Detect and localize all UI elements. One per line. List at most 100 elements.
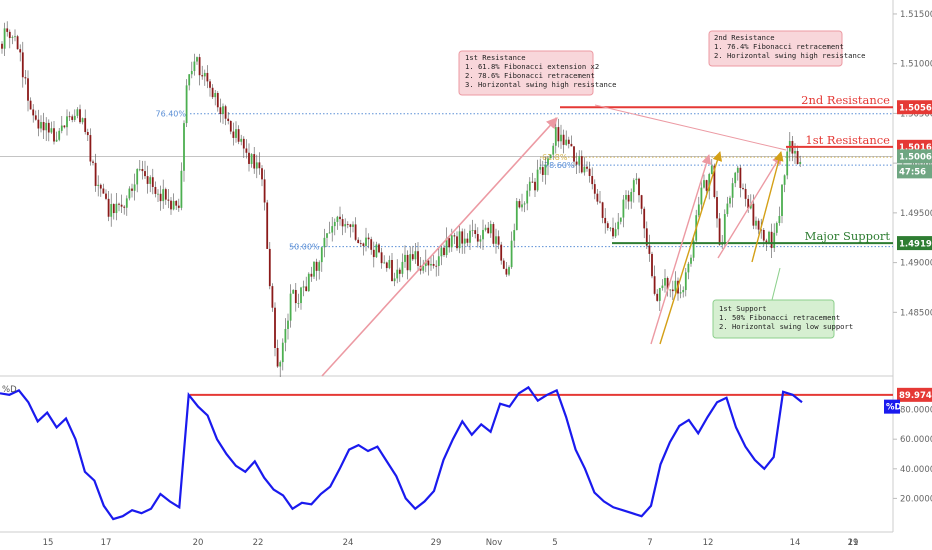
candle-body <box>619 217 622 222</box>
candle-body <box>417 251 419 266</box>
candle-body <box>34 115 37 120</box>
candle-body <box>726 203 729 215</box>
candle-body <box>770 231 773 249</box>
candle-body <box>146 176 149 184</box>
candle-body <box>799 162 802 164</box>
candle-body <box>131 188 133 191</box>
candle-body <box>53 128 55 142</box>
candle-body <box>500 244 503 261</box>
candle-body <box>606 223 609 228</box>
candle-body <box>294 289 297 304</box>
candle-body <box>58 130 61 140</box>
candle-body <box>203 72 206 77</box>
fib-label: 50.00% <box>289 243 320 252</box>
candle-body <box>718 218 721 245</box>
note-resistance2[interactable]: 2nd Resistance 1. 76.4% Fibonacci retrace… <box>708 30 865 67</box>
candle-body <box>570 143 573 147</box>
candle-body <box>690 257 692 264</box>
candle-body <box>476 233 479 242</box>
price-axis[interactable]: 1.51500 1.51000 1.50500 1.50000 1.49500 1.490… <box>893 10 932 318</box>
candle-body <box>474 230 477 234</box>
candle-body <box>705 180 708 191</box>
candle-body <box>422 266 425 271</box>
oscillator-pane: %D <box>0 385 893 521</box>
candle-body <box>497 236 500 245</box>
candle-body <box>237 129 240 142</box>
note-line: 2. 78.6% Fibonacci retracement <box>465 71 595 80</box>
candle-body <box>76 109 79 116</box>
candle-body <box>484 227 487 230</box>
price-tick-label: 1.51500 <box>900 10 932 20</box>
candle-body <box>196 57 198 62</box>
candle-body <box>8 31 11 38</box>
candle-body <box>435 265 438 267</box>
candle-body <box>469 230 471 243</box>
candle-body <box>487 227 490 234</box>
candle-body <box>235 129 237 138</box>
candle-body <box>755 220 757 226</box>
osc-tick-label: 40.0000 <box>900 465 932 475</box>
candle-body <box>305 286 308 292</box>
candle-body <box>658 288 661 301</box>
candle-body <box>339 216 341 220</box>
extension-arrow-1 <box>650 154 712 345</box>
candle-body <box>614 229 617 237</box>
note-resistance1[interactable]: 1st Resistance 1. 61.8% Fibonacci extensi… <box>458 50 616 96</box>
candle-body <box>365 237 367 246</box>
candle-body <box>526 190 529 204</box>
candle-body <box>651 253 653 277</box>
candle-body <box>16 36 19 50</box>
candle-body <box>157 193 159 195</box>
candle-body <box>583 166 586 173</box>
level-lines[interactable]: 2nd Resistance 1st Resistance Major Suppor… <box>560 93 893 245</box>
candle-body <box>224 106 227 119</box>
candle-body <box>531 181 534 183</box>
candle-body <box>534 181 536 191</box>
note-support1[interactable]: 1st Support 1. 50% Fibonacci retracement 2… <box>712 299 853 339</box>
candle-body <box>274 307 276 348</box>
candle-body <box>752 203 755 226</box>
candle-body <box>391 259 393 282</box>
candle-body <box>222 106 224 115</box>
candle-body <box>489 224 492 234</box>
candle-body <box>112 204 115 214</box>
price-tags: 1.50562 1.50164 1.49196 1.50068 47:56 89.9742… <box>884 100 932 414</box>
candle-body <box>346 224 349 225</box>
level-tag: 1.50164 <box>899 143 932 153</box>
candle-body <box>110 204 113 217</box>
fib-label: 76.40% <box>155 110 186 119</box>
countdown-tag-bg <box>897 164 932 179</box>
candle-body <box>762 229 765 241</box>
oscillator-axis[interactable]: 80.0000 60.0000 40.0000 20.0000 <box>893 406 932 505</box>
candle-body <box>6 28 9 32</box>
candle-body <box>547 158 549 165</box>
candle-body <box>656 293 659 301</box>
level-tag: 1.49196 <box>899 239 932 249</box>
candle-body <box>253 154 256 169</box>
candle-body <box>508 267 510 275</box>
candle-body <box>206 72 209 82</box>
note-line: 1. 61.8% Fibonacci extension x2 <box>465 62 599 71</box>
candle-body <box>281 342 284 363</box>
candle-body <box>29 100 32 110</box>
candle-body <box>765 240 768 244</box>
candle-body <box>622 199 625 218</box>
candle-body <box>653 276 656 294</box>
candle-body <box>229 120 232 132</box>
candle-body <box>775 222 778 233</box>
candle-body <box>323 237 326 248</box>
candle-body <box>671 289 674 292</box>
candle-body <box>357 239 360 244</box>
candle-body <box>557 127 560 142</box>
candle-body <box>625 194 627 200</box>
time-tick-label: 12 <box>703 538 714 548</box>
candle-body <box>216 93 219 108</box>
candle-body <box>352 224 354 227</box>
candle-body <box>175 200 178 206</box>
candle-body <box>359 243 362 244</box>
candle-body <box>261 168 263 180</box>
candle-body <box>510 240 513 268</box>
candle-body <box>310 273 313 277</box>
